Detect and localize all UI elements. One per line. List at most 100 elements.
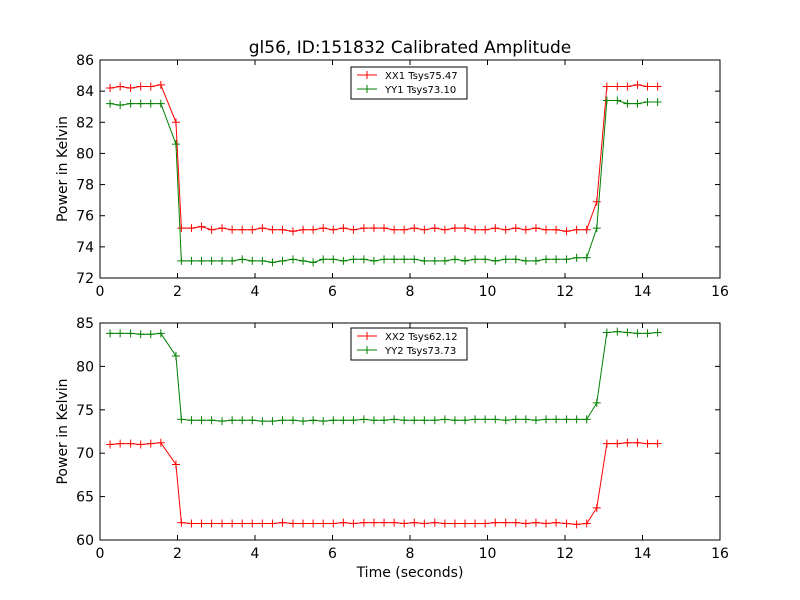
data-point <box>430 518 439 527</box>
data-point <box>481 519 490 528</box>
data-point <box>228 256 237 265</box>
data-point <box>481 225 490 234</box>
x-tick-label: 4 <box>251 284 260 300</box>
x-tick-label: 12 <box>556 546 574 562</box>
data-point <box>511 255 520 264</box>
data-point <box>592 398 601 407</box>
x-axis-label: Time (seconds) <box>356 565 464 581</box>
data-point <box>309 519 318 528</box>
legend-label: XX2 Tsys62.12 <box>385 332 458 343</box>
data-point <box>440 256 449 265</box>
data-point <box>420 519 429 528</box>
data-point <box>136 330 145 339</box>
y-tick-label: 80 <box>76 359 94 375</box>
data-point <box>116 101 125 110</box>
data-point <box>623 438 632 447</box>
data-point <box>633 99 642 108</box>
data-point <box>146 439 155 448</box>
data-point <box>218 256 227 265</box>
data-point <box>653 98 662 107</box>
data-point <box>187 224 196 233</box>
data-point <box>430 416 439 425</box>
data-point <box>268 225 277 234</box>
legend-label: YY2 Tsys73.73 <box>384 346 456 357</box>
data-point <box>471 225 480 234</box>
data-point <box>572 253 581 262</box>
y-axis-label: Power in Kelvin <box>55 378 71 484</box>
legend-swatch-marker <box>363 332 371 340</box>
data-point <box>481 415 490 424</box>
data-point <box>582 253 591 262</box>
data-point <box>319 224 328 233</box>
data-point <box>572 225 581 234</box>
data-point <box>450 416 459 425</box>
data-point <box>207 416 216 425</box>
data-point <box>288 255 297 264</box>
data-point <box>238 255 247 264</box>
x-tick-label: 14 <box>634 546 652 562</box>
data-point <box>461 416 470 425</box>
data-point <box>258 519 267 528</box>
data-point <box>613 327 622 336</box>
data-point <box>339 256 348 265</box>
data-point <box>218 417 227 426</box>
data-point <box>552 518 561 527</box>
data-point <box>613 439 622 448</box>
data-point <box>288 227 297 236</box>
data-point <box>501 225 510 234</box>
data-point <box>380 224 389 233</box>
data-point <box>602 82 611 91</box>
data-point <box>653 82 662 91</box>
data-point <box>491 256 500 265</box>
data-point <box>552 255 561 264</box>
data-point <box>268 417 277 426</box>
data-point <box>258 256 267 265</box>
legend-swatch-marker <box>363 85 371 93</box>
data-point <box>410 518 419 527</box>
data-point <box>521 415 530 424</box>
data-point <box>309 225 318 234</box>
data-point <box>613 82 622 91</box>
data-point <box>146 82 155 91</box>
data-point <box>461 256 470 265</box>
data-point <box>309 416 318 425</box>
data-point <box>319 255 328 264</box>
data-point <box>643 98 652 107</box>
data-point <box>156 99 165 108</box>
data-point <box>511 518 520 527</box>
data-point <box>623 82 632 91</box>
data-point <box>430 224 439 233</box>
data-point <box>207 519 216 528</box>
x-tick-label: 0 <box>96 546 105 562</box>
data-point <box>278 416 287 425</box>
data-point <box>106 99 115 108</box>
data-point <box>258 224 267 233</box>
data-point <box>491 415 500 424</box>
data-point <box>552 225 561 234</box>
data-point <box>471 415 480 424</box>
data-point <box>288 519 297 528</box>
x-tick-label: 2 <box>173 546 182 562</box>
data-point <box>258 417 267 426</box>
data-point <box>349 519 358 528</box>
data-point <box>380 416 389 425</box>
data-point <box>633 329 642 338</box>
legend-box <box>350 327 468 361</box>
y-tick-label: 82 <box>76 115 94 131</box>
data-point <box>197 222 206 231</box>
data-point <box>278 256 287 265</box>
data-point <box>187 256 196 265</box>
data-point <box>602 439 611 448</box>
legend-box <box>350 66 468 100</box>
data-point <box>299 417 308 426</box>
data-point <box>592 197 601 206</box>
data-point <box>369 224 378 233</box>
data-point <box>380 518 389 527</box>
data-point <box>359 224 368 233</box>
data-point <box>461 224 470 233</box>
data-point <box>542 415 551 424</box>
data-point <box>248 416 257 425</box>
data-point <box>491 224 500 233</box>
y-tick-label: 70 <box>76 446 94 462</box>
